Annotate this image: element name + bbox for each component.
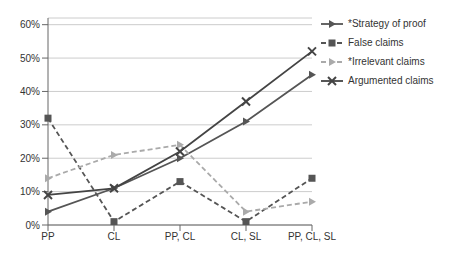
svg-text:40%: 40%	[20, 86, 40, 97]
svg-text:PP: PP	[41, 231, 55, 242]
svg-text:10%: 10%	[20, 186, 40, 197]
svg-text:PP, CL, SL: PP, CL, SL	[288, 231, 337, 242]
svg-text:PP, CL: PP, CL	[165, 231, 196, 242]
html-text:*Irrelevant claims: *Irrelevant claims	[348, 56, 425, 67]
svg-text:60%: 60%	[20, 19, 40, 30]
svg-text:CL: CL	[108, 231, 121, 242]
svg-text:30%: 30%	[20, 119, 40, 130]
html-text:False claims: False claims	[348, 37, 404, 48]
svg-text:20%: 20%	[20, 153, 40, 164]
svg-text:50%: 50%	[20, 53, 40, 64]
html-text:*Strategy of proof: *Strategy of proof	[348, 18, 426, 29]
svg-text:CL, SL: CL, SL	[231, 231, 262, 242]
svg-text:0%: 0%	[26, 220, 41, 231]
html-text:Argumented claims: Argumented claims	[348, 75, 434, 86]
